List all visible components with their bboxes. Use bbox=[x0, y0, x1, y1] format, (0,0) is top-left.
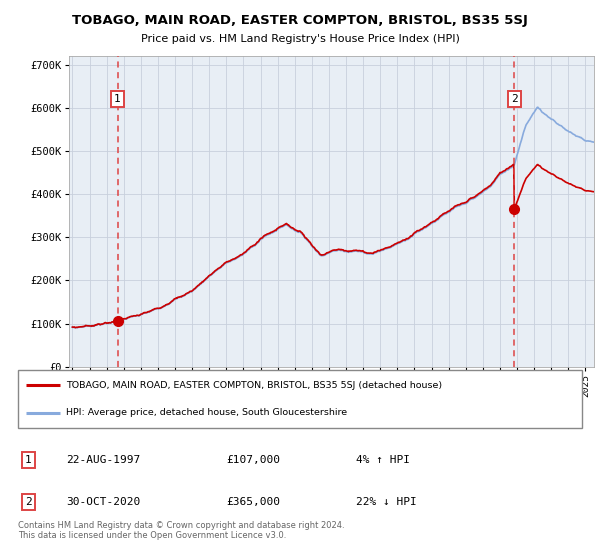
Text: HPI: Average price, detached house, South Gloucestershire: HPI: Average price, detached house, Sout… bbox=[66, 408, 347, 417]
Text: Contains HM Land Registry data © Crown copyright and database right 2024.
This d: Contains HM Land Registry data © Crown c… bbox=[18, 521, 344, 540]
Text: 1: 1 bbox=[114, 94, 121, 104]
Text: TOBAGO, MAIN ROAD, EASTER COMPTON, BRISTOL, BS35 5SJ: TOBAGO, MAIN ROAD, EASTER COMPTON, BRIST… bbox=[72, 14, 528, 27]
Text: 4% ↑ HPI: 4% ↑ HPI bbox=[356, 455, 410, 465]
FancyBboxPatch shape bbox=[18, 370, 582, 428]
Text: 30-OCT-2020: 30-OCT-2020 bbox=[66, 497, 140, 507]
Text: 1: 1 bbox=[25, 455, 32, 465]
Text: TOBAGO, MAIN ROAD, EASTER COMPTON, BRISTOL, BS35 5SJ (detached house): TOBAGO, MAIN ROAD, EASTER COMPTON, BRIST… bbox=[66, 381, 442, 390]
Text: Price paid vs. HM Land Registry's House Price Index (HPI): Price paid vs. HM Land Registry's House … bbox=[140, 34, 460, 44]
Text: 2: 2 bbox=[511, 94, 518, 104]
Text: £107,000: £107,000 bbox=[227, 455, 281, 465]
Text: £365,000: £365,000 bbox=[227, 497, 281, 507]
Text: 22% ↓ HPI: 22% ↓ HPI bbox=[356, 497, 417, 507]
Text: 2: 2 bbox=[25, 497, 32, 507]
Text: 22-AUG-1997: 22-AUG-1997 bbox=[66, 455, 140, 465]
